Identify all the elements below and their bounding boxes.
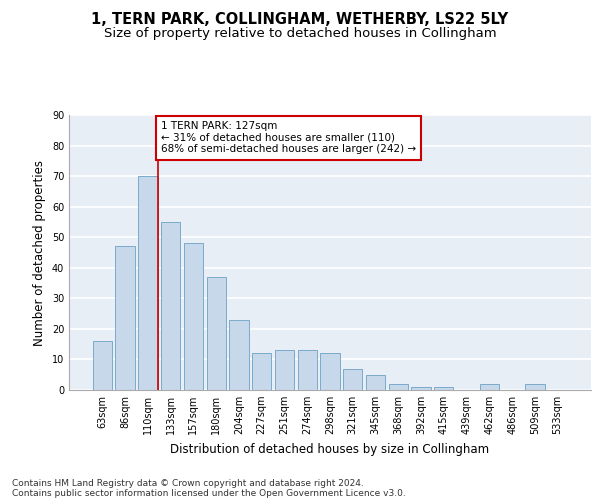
Bar bbox=[206, 277, 226, 390]
Text: Contains HM Land Registry data © Crown copyright and database right 2024.: Contains HM Land Registry data © Crown c… bbox=[12, 478, 364, 488]
Text: Contains public sector information licensed under the Open Government Licence v3: Contains public sector information licen… bbox=[12, 488, 406, 498]
Text: 1, TERN PARK, COLLINGHAM, WETHERBY, LS22 5LY: 1, TERN PARK, COLLINGHAM, WETHERBY, LS22… bbox=[91, 12, 509, 28]
Bar bbox=[343, 368, 362, 390]
Bar bbox=[161, 222, 181, 390]
Bar bbox=[184, 244, 203, 390]
Bar bbox=[93, 341, 112, 390]
Bar bbox=[138, 176, 158, 390]
Bar bbox=[275, 350, 294, 390]
Bar bbox=[412, 387, 431, 390]
Bar bbox=[115, 246, 135, 390]
Bar bbox=[434, 387, 454, 390]
Bar bbox=[252, 354, 271, 390]
Bar bbox=[229, 320, 248, 390]
Y-axis label: Number of detached properties: Number of detached properties bbox=[33, 160, 46, 346]
Bar bbox=[389, 384, 408, 390]
Bar bbox=[320, 354, 340, 390]
X-axis label: Distribution of detached houses by size in Collingham: Distribution of detached houses by size … bbox=[170, 442, 490, 456]
Text: 1 TERN PARK: 127sqm
← 31% of detached houses are smaller (110)
68% of semi-detac: 1 TERN PARK: 127sqm ← 31% of detached ho… bbox=[161, 121, 416, 154]
Text: Size of property relative to detached houses in Collingham: Size of property relative to detached ho… bbox=[104, 28, 496, 40]
Bar bbox=[298, 350, 317, 390]
Bar bbox=[525, 384, 545, 390]
Bar bbox=[479, 384, 499, 390]
Bar bbox=[366, 374, 385, 390]
